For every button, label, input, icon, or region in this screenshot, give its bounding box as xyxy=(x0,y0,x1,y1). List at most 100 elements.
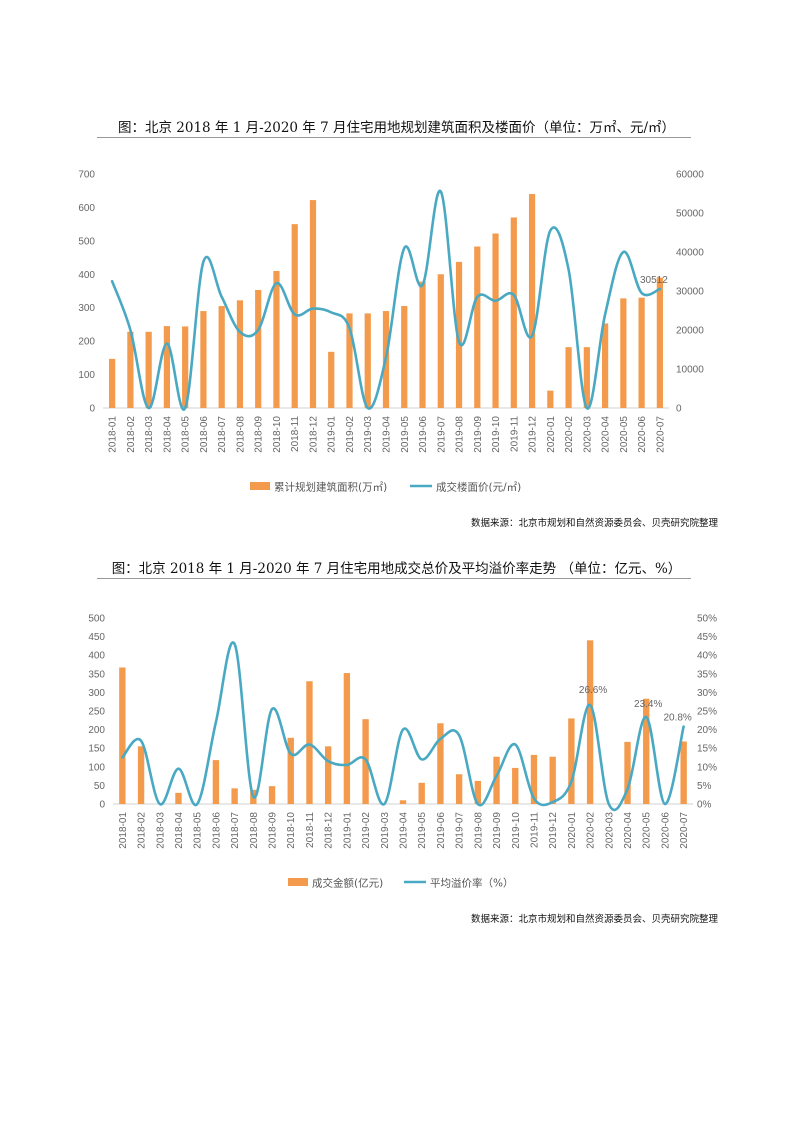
chart2-right-tick: 20% xyxy=(697,725,717,736)
chart2-category-label: 2020-03 xyxy=(604,812,615,849)
chart2-plot: 0 50 100 150 200 250 300 350 400 450 500 0% 5% 10% 15%… xyxy=(88,614,717,890)
chart2-left-tick: 450 xyxy=(88,632,105,643)
chart1-category-label: 2018-02 xyxy=(126,416,137,453)
chart1-category-label: 2019-03 xyxy=(363,416,374,453)
chart1-category-label: 2019-11 xyxy=(509,416,520,452)
chart2-right-tick: 10% xyxy=(697,762,717,773)
chart2-bar xyxy=(474,780,482,804)
chart1-left-tick: 500 xyxy=(78,236,95,247)
chart2-legend-bar-swatch xyxy=(288,878,308,886)
chart1-right-tick: 60000 xyxy=(676,170,704,181)
chart2-category-label: 2020-06 xyxy=(660,812,671,849)
chart1-bar xyxy=(601,323,609,408)
chart1-left-tick: 700 xyxy=(78,170,95,181)
chart2-left-tick: 300 xyxy=(88,688,105,699)
chart1-category-label: 2019-04 xyxy=(382,416,393,453)
chart1-bar xyxy=(656,277,663,408)
chart1-category-label: 2019-10 xyxy=(491,416,502,453)
chart2-category-label: 2018-01 xyxy=(118,812,129,849)
chart1-category-label: 2020-07 xyxy=(655,416,666,453)
chart2-category-label: 2019-01 xyxy=(342,812,353,849)
chart2-bar xyxy=(493,756,500,804)
chart1-bar xyxy=(346,313,353,408)
chart2-category-label: 2020-05 xyxy=(642,812,653,849)
chart1-bar xyxy=(145,331,152,408)
chart1-source: 数据来源：北京市规划和自然资源委员会、贝壳研究院整理 xyxy=(470,518,718,529)
chart1-left-tick: 400 xyxy=(78,270,95,281)
chart2-bar xyxy=(512,767,519,804)
chart2-bar xyxy=(287,737,294,804)
chart1-category-label: 2018-03 xyxy=(144,416,155,453)
chart2-category-label: 2020-07 xyxy=(679,812,690,849)
chart2-left-tick: 500 xyxy=(88,614,105,625)
chart1-category-label: 2018-01 xyxy=(108,416,119,453)
chart1-left-tick: 0 xyxy=(89,404,95,415)
chart1-right-tick: 10000 xyxy=(676,365,704,376)
chart2-left-tick: 0 xyxy=(99,800,105,811)
chart1-left-tick: 100 xyxy=(78,370,95,381)
chart1-legend-bar-swatch xyxy=(250,482,270,490)
chart1-bar xyxy=(401,306,408,408)
chart2-left-tick: 350 xyxy=(88,669,105,680)
chart1-bar xyxy=(200,311,207,408)
chart2-bar xyxy=(586,640,594,804)
chart1-bar xyxy=(474,246,481,408)
chart1-right-tick: 50000 xyxy=(676,209,704,220)
chart1-category-label: 2020-05 xyxy=(619,416,630,453)
chart1-bar xyxy=(419,281,426,408)
chart1-line-series xyxy=(110,189,662,411)
chart2-bar xyxy=(212,760,220,804)
chart1-category-label: 2019-09 xyxy=(473,416,484,453)
chart2-right-tick: 50% xyxy=(697,614,717,625)
chart2-category-label: 2018-03 xyxy=(155,812,166,849)
chart2-category-label: 2019-06 xyxy=(436,812,447,849)
chart2-bar xyxy=(437,723,444,804)
chart2-category-label: 2019-09 xyxy=(492,812,503,849)
chart1-category-label: 2019-08 xyxy=(455,416,466,453)
chart2-category-label: 2019-05 xyxy=(417,812,428,849)
chart2-category-label: 2018-04 xyxy=(174,812,185,849)
chart1-bar xyxy=(510,217,517,408)
chart2-category-label: 2019-11 xyxy=(529,812,540,848)
chart1-bar xyxy=(638,297,645,408)
chart2-category-label: 2018-02 xyxy=(137,812,148,849)
chart2-category-label: 2019-07 xyxy=(455,812,466,849)
chart1-bar xyxy=(236,300,244,408)
chart2-right-tick: 0% xyxy=(697,800,712,811)
chart2-source: 数据来源：北京市规划和自然资源委员会、贝壳研究院整理 xyxy=(470,914,718,925)
chart2-category-label: 2018-11 xyxy=(305,812,316,848)
chart2-bar xyxy=(530,754,538,804)
chart1-category-label: 2020-06 xyxy=(637,416,648,453)
chart2-left-tick: 50 xyxy=(94,781,106,792)
chart2-legend-bar-label: 成交金额(亿元) xyxy=(312,877,383,890)
chart1-plot: 0 100 200 300 400 500 600 700 0 10000 20000 30000 40… xyxy=(78,170,704,494)
chart1-right-tick: 0 xyxy=(676,404,682,415)
chart2-right-tick: 30% xyxy=(697,688,717,699)
chart1-category-label: 2020-01 xyxy=(546,416,557,453)
chart1-category-label: 2019-06 xyxy=(418,416,429,453)
chart2-right-tick: 40% xyxy=(697,651,717,662)
chart2-category-label: 2020-01 xyxy=(567,812,578,849)
chart2-left-tick: 150 xyxy=(88,744,105,755)
chart2-right-tick: 45% xyxy=(697,632,717,643)
chart2-category-label: 2018-07 xyxy=(230,812,241,849)
chart2-bar xyxy=(568,718,575,804)
chart1-category-label: 2019-01 xyxy=(327,416,338,453)
chart2-category-label: 2019-04 xyxy=(399,812,410,849)
chart1-category-label: 2020-03 xyxy=(582,416,593,453)
chart1-data-label: 30512 xyxy=(640,275,668,286)
chart1-left-tick: 300 xyxy=(78,303,95,314)
chart2-right-tick: 15% xyxy=(697,744,717,755)
chart2-legend-line-label: 平均溢价率（%） xyxy=(430,877,513,890)
chart1-bar xyxy=(127,331,134,408)
chart1-bar xyxy=(255,289,262,408)
chart1-category-label: 2018-08 xyxy=(235,416,246,453)
chart1-category-label: 2018-04 xyxy=(162,416,173,453)
chart1-bar xyxy=(492,233,499,408)
chart1-category-label: 2019-07 xyxy=(436,416,447,453)
chart1-category-label: 2019-05 xyxy=(400,416,411,453)
chart2-category-label: 2018-10 xyxy=(286,812,297,849)
chart2-bar xyxy=(399,800,407,804)
chart2-bar xyxy=(306,681,313,804)
chart1-bar xyxy=(565,347,572,408)
